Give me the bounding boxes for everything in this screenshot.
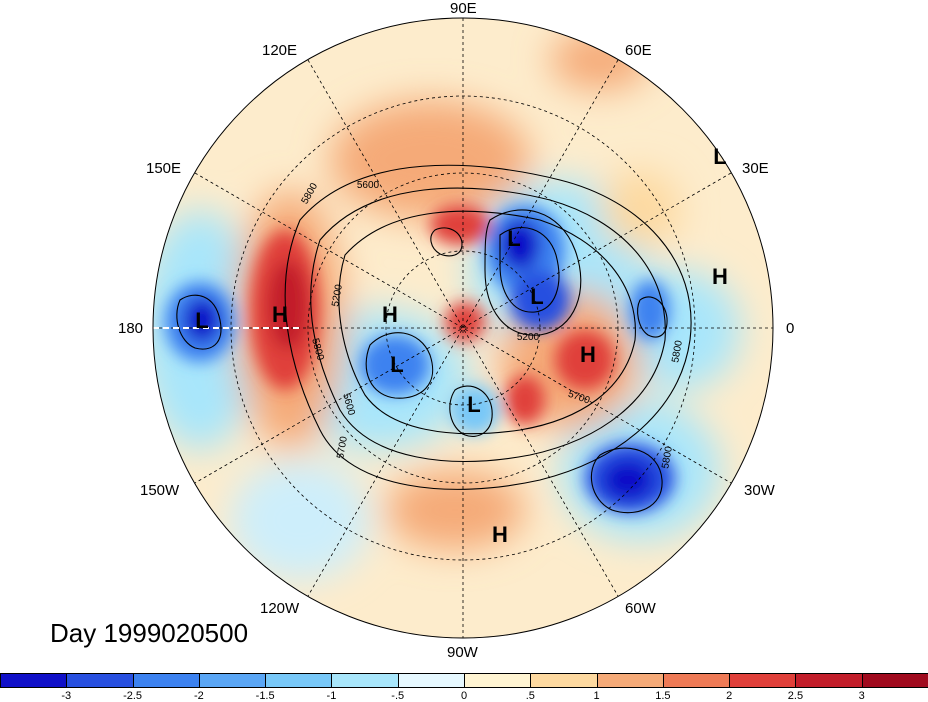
contour-value-label: 5200 xyxy=(517,332,540,343)
colorbar-tick-label: 1.5 xyxy=(655,690,671,702)
colorbar-cell xyxy=(729,673,797,688)
longitude-label: 120W xyxy=(260,600,300,617)
low-pressure-center: L xyxy=(530,284,543,309)
anomaly-field xyxy=(153,18,773,638)
high-pressure-center: H xyxy=(712,264,728,289)
colorbar-cell xyxy=(331,673,399,688)
colorbar-cell xyxy=(397,673,465,688)
high-pressure-center: H xyxy=(580,342,596,367)
map-boundary xyxy=(152,17,774,639)
longitude-label: 30W xyxy=(744,482,775,499)
colorbar-cell xyxy=(662,673,731,688)
contour-value-label: 5200 xyxy=(330,283,345,307)
colorbar-cell xyxy=(66,673,134,688)
colorbar-cell xyxy=(464,673,532,688)
contour-value-label: 5800 xyxy=(660,445,675,469)
colorbar-tick-label: 1 xyxy=(593,690,600,702)
longitude-label: 60W xyxy=(625,600,656,617)
low-pressure-center: L xyxy=(390,352,403,377)
colorbar-tick-label: -.5 xyxy=(391,690,405,702)
colorbar-cell xyxy=(530,673,598,688)
contour-value-label: 5700 xyxy=(335,435,350,459)
colorbar-cell xyxy=(861,673,928,688)
colorbar-tick-label: -1 xyxy=(326,690,337,702)
map-title: Day 1999020500 xyxy=(50,618,249,648)
colorbar-tick-label: -1.5 xyxy=(255,690,275,702)
colorbar-cell xyxy=(132,673,200,688)
low-pressure-center: L xyxy=(195,308,208,333)
longitude-label: 90W xyxy=(447,644,478,661)
colorbar-tick-label: 0 xyxy=(460,690,468,702)
longitude-label: 150W xyxy=(140,482,180,499)
colorbar-tick-label: -2 xyxy=(193,690,204,702)
longitude-label: 150E xyxy=(146,160,182,177)
high-pressure-center: H xyxy=(272,302,288,327)
colorbar-tick-label: -3 xyxy=(61,690,72,702)
colorbar-tick-label: .5 xyxy=(525,690,535,702)
longitude-label: 120E xyxy=(262,42,298,59)
colorbar-cell xyxy=(265,673,333,688)
contour-value-label: 5800 xyxy=(670,339,685,363)
contour-value-label: 5600 xyxy=(357,180,380,191)
colorbar-cell xyxy=(198,673,267,688)
colorbar: -3 -2.5 -2 -1.5 -1 -.5 0 .5 1 1.5 2 2.5 3 xyxy=(0,673,928,702)
colorbar-tick-label: -2.5 xyxy=(123,690,143,702)
colorbar-tick-label: 2.5 xyxy=(787,690,804,702)
longitude-label: 60E xyxy=(625,42,652,59)
colorbar-cell xyxy=(596,673,664,688)
longitude-label: 90E xyxy=(450,0,477,17)
high-pressure-center: H xyxy=(492,522,508,547)
colorbar-cell xyxy=(0,673,68,688)
colorbar-tick-label: 2 xyxy=(726,690,733,702)
longitude-label: 30E xyxy=(742,160,769,177)
longitude-label: 180 xyxy=(118,320,144,337)
low-pressure-center: L xyxy=(507,226,520,251)
low-pressure-center: L xyxy=(713,144,726,169)
high-pressure-center: H xyxy=(382,302,398,327)
colorbar-tick-label: 3 xyxy=(858,690,865,702)
height-contours xyxy=(176,164,692,514)
colorbar-cell xyxy=(795,673,863,688)
longitude-label: 0 xyxy=(786,320,795,337)
low-pressure-center: L xyxy=(467,392,480,417)
